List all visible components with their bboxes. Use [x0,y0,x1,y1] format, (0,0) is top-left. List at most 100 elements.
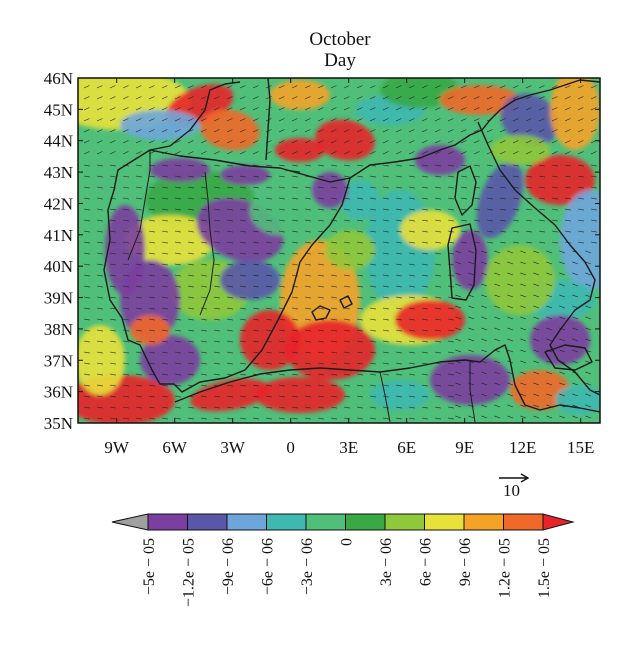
wind-arrow [473,140,480,144]
wind-arrow [499,241,506,244]
wind-arrow [148,230,155,233]
wind-arrow [265,151,272,155]
wind-arrow [213,340,220,343]
wind-arrow [408,263,415,266]
wind-arrow [494,382,501,386]
wind-arrow [520,305,527,309]
wind-arrow [395,208,402,211]
wind-arrow [577,107,584,111]
wind-arrow [330,296,337,299]
wind-arrow [369,129,376,133]
wind-arrow [525,241,532,244]
wind-arrow [525,85,532,89]
wind-arrow [559,360,566,364]
wind-arrow [408,230,415,233]
wind-arrow [187,151,194,155]
wind-arrow [551,197,558,200]
wind-arrow [551,129,558,133]
wind-arrow [161,263,168,266]
wind-arrow [265,351,272,354]
wind-arrow [252,263,259,266]
wind-arrow [135,241,142,244]
wind-arrow [512,118,519,122]
wind-arrow [382,151,389,155]
wind-arrow [83,107,90,111]
wind-arrow [330,285,337,288]
wind-arrow [538,230,545,233]
wind-arrow [122,241,129,244]
wind-arrow [434,373,441,376]
wind-arrow [265,85,272,89]
wind-arrow [572,338,579,342]
wind-arrow [473,107,480,111]
wind-arrow [122,140,129,144]
wind-arrow [395,274,402,277]
wind-arrow [200,118,207,122]
wind-arrow [421,274,428,277]
wind-arrow [96,263,103,266]
field-patch [530,315,590,365]
wind-arrow [83,318,90,321]
wind-arrow [434,417,441,420]
wind-arrow [291,395,298,398]
wind-arrow [395,129,402,133]
wind-arrow [460,164,467,167]
wind-arrow [161,197,168,200]
wind-arrow [291,197,298,200]
wind-arrow [455,360,462,364]
wind-arrow [265,362,272,365]
wind-arrow [481,415,488,419]
wind-arrow [382,230,389,233]
wind-arrow [408,274,415,277]
wind-arrow [486,175,493,178]
wind-arrow [343,118,350,122]
wind-arrow [551,96,558,100]
wind-arrow [447,197,454,200]
wind-arrow [356,151,363,155]
wind-arrow [512,219,519,222]
wind-arrow [122,263,129,266]
wind-arrow [408,107,415,111]
wind-arrow [317,107,324,111]
wind-arrow [572,316,579,320]
wind-arrow [109,151,116,155]
wind-arrow [473,96,480,100]
wind-arrow [96,318,103,321]
wind-arrow [408,318,415,321]
wind-arrow [278,296,285,299]
wind-arrow [291,384,298,387]
wind-arrow [546,250,553,254]
wind-arrow [265,230,272,233]
wind-arrow [455,294,462,298]
wind-arrow [455,261,462,265]
wind-arrow [330,96,337,100]
wind-arrow [109,252,116,255]
wind-arrow [395,285,402,288]
wind-arrow [434,219,441,222]
wind-arrow [265,241,272,244]
wind-arrow [512,186,519,189]
wind-arrow [265,285,272,288]
wind-arrow [239,285,246,288]
wind-arrow [83,340,90,343]
wind-arrow [525,107,532,111]
wind-arrow [330,241,337,244]
wind-arrow [174,151,181,155]
wind-arrow [291,107,298,111]
wind-arrow [447,164,454,167]
wind-arrow [122,384,129,387]
colorbar-label: 1.5e − 05 [536,538,553,598]
wind-arrow [213,307,220,310]
wind-arrow [559,305,566,309]
field-patch [312,172,348,208]
wind-arrow [317,340,324,343]
wind-arrow [96,129,103,133]
wind-arrow [395,263,402,266]
wind-arrow [468,338,475,342]
wind-arrow [447,395,454,398]
lat-tick-label: 41N [44,226,73,245]
wind-arrow [135,85,142,89]
wind-arrow [507,294,514,298]
wind-arrow [278,285,285,288]
colorbar-label: 0 [339,538,356,546]
